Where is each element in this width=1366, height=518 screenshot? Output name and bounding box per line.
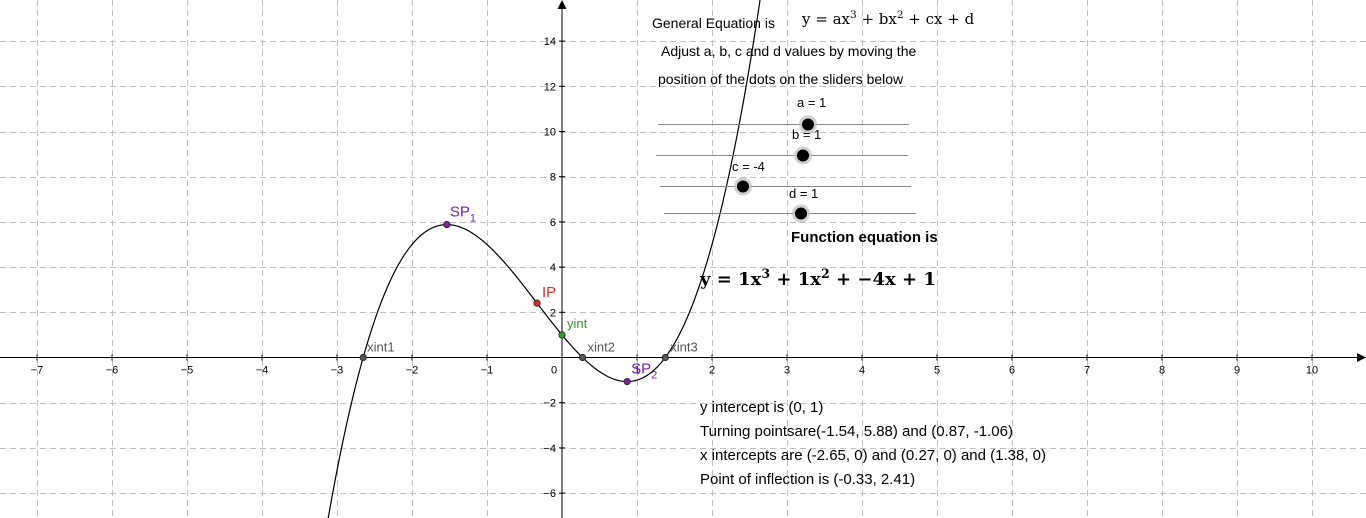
special-points: xint1 xint2 xint3 yint IP SP1 SP2	[359, 204, 698, 386]
y-tick-label: −4	[543, 443, 556, 455]
x-tick-label: −4	[256, 365, 269, 377]
slider-b-label: b = 1	[792, 127, 822, 142]
ip-point	[533, 299, 541, 307]
slider-c-knob[interactable]	[737, 180, 749, 193]
x-tick-label: −6	[106, 365, 119, 377]
sp2-point	[623, 377, 631, 386]
x-tick-label: 9	[1234, 365, 1240, 377]
x-tick-label: −1	[481, 365, 494, 377]
y-tick-label: 4	[550, 262, 556, 274]
x-tick-label: −3	[331, 365, 344, 377]
x-tick-label: 6	[1009, 365, 1015, 377]
y-tick-label: 10	[544, 127, 556, 139]
xint2-label: xint2	[588, 340, 615, 355]
x-tick-label: −5	[181, 365, 194, 377]
general-eq-exp: 3	[849, 9, 857, 21]
function-eq-exp: 2	[820, 266, 830, 281]
y-axis-arrow	[557, 0, 567, 9]
x-tick-label: 4	[859, 365, 865, 377]
x-tick-label: 8	[1159, 365, 1165, 377]
sp1-label-subscript: 1	[470, 213, 476, 225]
instructions-line-2: position of the dots on the sliders belo…	[658, 71, 904, 87]
general-eq-part: y = ax	[802, 10, 850, 28]
xint1-label: xint1	[367, 340, 394, 355]
sp1-point	[443, 221, 451, 229]
function-equation: y = 1x3 + 1x2 + −4x + 1	[700, 266, 936, 290]
y-tick-label: 2	[550, 307, 556, 319]
sp2-label-subscript: 2	[651, 370, 657, 382]
y-tick-label: −2	[543, 398, 556, 410]
slider-a-knob[interactable]	[802, 118, 814, 131]
axis-ticks	[36, 40, 1313, 494]
y-tick-label: 8	[550, 172, 556, 184]
function-equation-title: Function equation is	[791, 229, 938, 246]
x-tick-label: 3	[784, 365, 790, 377]
function-eq-part: + −4x + 1	[829, 269, 936, 290]
general-equation: y = ax3 + bx2 + cx + d	[802, 10, 974, 28]
y-tick-label: 6	[550, 217, 556, 229]
slider-c-label: c = -4	[732, 159, 765, 174]
xint1-point	[359, 353, 367, 362]
x-tick-label: 5	[934, 365, 940, 377]
xint2-point	[578, 353, 587, 362]
x-tick-label: 7	[1084, 365, 1090, 377]
slider-d-knob[interactable]	[795, 207, 807, 220]
xint3-point	[661, 353, 669, 362]
y-tick-label: 12	[544, 81, 556, 93]
inflection-text: Point of inflection is (-0.33, 2.41)	[700, 471, 916, 488]
slider-a-label: a = 1	[797, 95, 827, 110]
yint-label: yint	[567, 316, 588, 331]
x-tick-label: 10	[1306, 365, 1318, 377]
function-eq-part: + 1x	[770, 269, 821, 290]
instructions-line-1: Adjust a, b, c and d values by moving th…	[661, 43, 917, 59]
function-eq-exp: 3	[761, 266, 771, 281]
y-tick-label: 14	[544, 36, 556, 48]
general-eq-exp: 2	[896, 9, 904, 21]
slider-d-label: d = 1	[789, 186, 819, 201]
x-tick-label: 0	[551, 365, 557, 377]
cubic-curve	[327, 0, 761, 518]
sp1-label: SP1	[450, 204, 476, 225]
general-eq-part: + bx	[856, 10, 897, 28]
sp2-label: SP2	[631, 361, 657, 382]
x-axis-arrow	[1357, 353, 1366, 362]
axis-tick-labels: −7 −6 −5 −4 −3 −2 −1 0 1 2 3 4 5 6 7 8 9 101412108642−2−4…	[31, 36, 1318, 500]
x-tick-label: 1	[634, 365, 640, 377]
y-tick-label: −6	[543, 488, 556, 500]
x-tick-label: 2	[709, 365, 715, 377]
x-intercepts-text: x intercepts are (-2.65, 0) and (0.27, 0…	[700, 447, 1047, 464]
yint-point	[558, 331, 566, 339]
ip-label: IP	[542, 284, 556, 301]
slider-b-knob[interactable]	[797, 149, 809, 162]
x-tick-label: −7	[31, 365, 44, 377]
xint3-label: xint3	[670, 340, 697, 355]
turning-points-text: Turning pointsare(-1.54, 5.88) and (0.87…	[700, 423, 1013, 440]
function-eq-part: y = 1x	[700, 269, 762, 290]
x-tick-label: −2	[406, 365, 419, 377]
y-intercept-text: y intercept is (0, 1)	[700, 399, 824, 416]
general-eq-part: + cx + d	[903, 10, 975, 28]
slider-group	[656, 115, 916, 223]
general-equation-label: General Equation is	[652, 15, 775, 31]
